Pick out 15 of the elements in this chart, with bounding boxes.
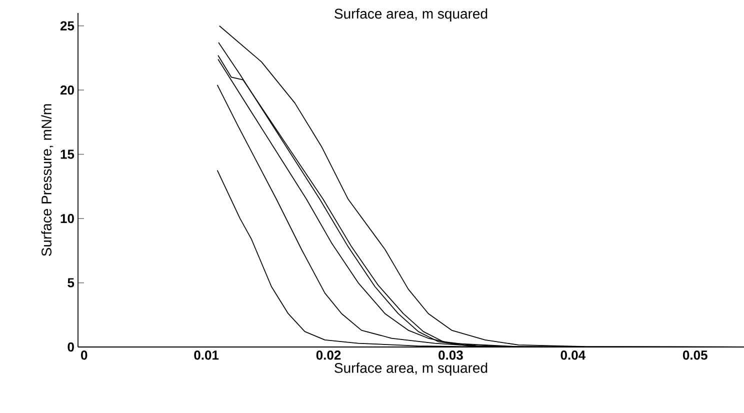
x-tick-label: 0.02: [316, 350, 341, 360]
x-tick-label: 0.04: [560, 350, 586, 360]
x-tick-label: 0.01: [194, 350, 219, 360]
x-axis-title: Surface area, m squared: [334, 362, 488, 376]
y-tick-label: 5: [68, 278, 74, 288]
y-tick-label: 20: [60, 85, 74, 95]
chart-title: Surface area, m squared: [334, 8, 488, 22]
y-axis-title: Surface Pressure, mN/m: [41, 104, 54, 256]
x-tick-label: 0.05: [682, 350, 708, 360]
y-tick-label: 25: [60, 21, 74, 30]
x-tick-label: 0.03: [438, 350, 463, 360]
y-tick-label: 15: [60, 150, 74, 159]
y-tick-label: 0: [68, 342, 74, 352]
y-tick-label: 10: [60, 214, 74, 224]
x-tick-label: 0: [81, 350, 88, 360]
